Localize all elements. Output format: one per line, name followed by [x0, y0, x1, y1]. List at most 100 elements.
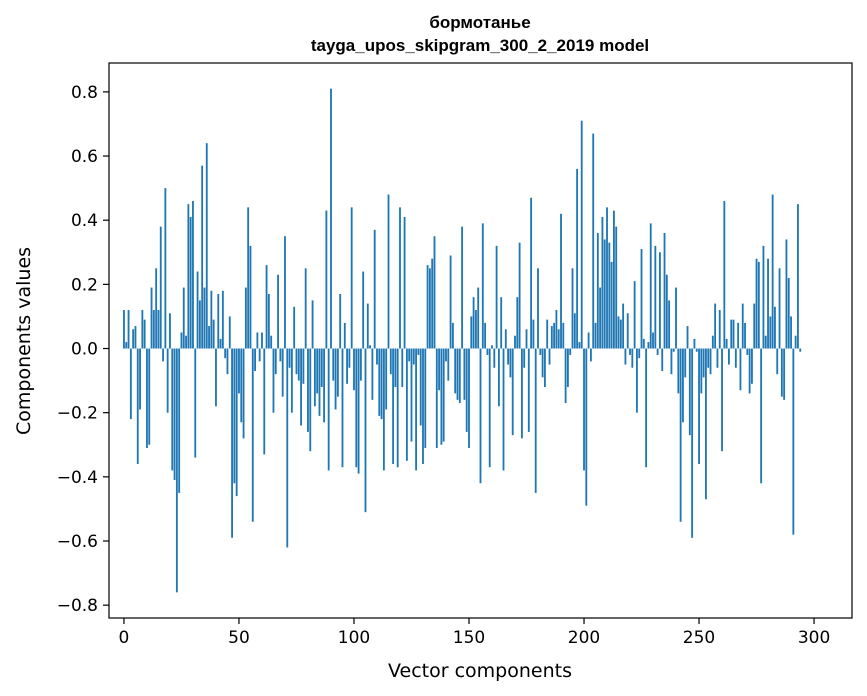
bar: [700, 348, 703, 394]
bar: [447, 348, 450, 381]
bar: [150, 287, 153, 349]
bar: [396, 348, 399, 468]
bar: [327, 348, 330, 471]
bar: [382, 348, 385, 471]
bar: [359, 348, 362, 381]
bar: [571, 268, 574, 349]
bar: [433, 236, 436, 349]
bar: [472, 297, 475, 349]
bar: [610, 261, 613, 349]
bar: [435, 348, 438, 448]
bar: [373, 229, 376, 349]
bar: [534, 348, 537, 493]
bar: [162, 348, 164, 362]
bar: [238, 348, 240, 394]
bar: [647, 342, 650, 349]
bar: [249, 245, 252, 349]
bar: [677, 348, 680, 394]
bar: [451, 322, 454, 349]
bar: [438, 348, 441, 391]
bar: [741, 303, 744, 349]
bar: [504, 329, 507, 349]
y-axis-label: Components values: [13, 247, 35, 435]
bar: [392, 348, 395, 465]
bar: [486, 348, 489, 355]
bar: [562, 322, 565, 349]
bar: [576, 168, 579, 349]
bar: [159, 226, 162, 349]
bar: [550, 326, 553, 349]
bar: [776, 348, 779, 375]
bar: [205, 143, 208, 349]
bar: [495, 245, 498, 349]
bar: [267, 293, 270, 349]
bar: [412, 348, 415, 365]
x-axis-ticks: 0 50 100 150 200 250 300: [119, 618, 830, 648]
chart-title: бормотанье: [429, 13, 530, 32]
y-tick-label: −0.8: [57, 596, 98, 616]
bar: [247, 207, 250, 349]
bar: [546, 319, 549, 349]
bar: [339, 293, 342, 349]
bar: [500, 297, 503, 349]
bar: [369, 345, 372, 349]
bar: [304, 268, 307, 349]
bar: [456, 348, 459, 400]
bar: [194, 348, 197, 458]
bar: [143, 319, 146, 349]
x-tick-label: 100: [338, 628, 370, 648]
bar: [148, 348, 151, 445]
bar: [769, 316, 772, 349]
bar: [748, 348, 751, 394]
x-tick-label: 50: [228, 628, 250, 648]
bar: [649, 223, 652, 349]
bar: [656, 348, 659, 355]
bar: [208, 326, 210, 349]
bar: [654, 245, 657, 349]
bar: [716, 348, 719, 368]
bar: [721, 348, 723, 452]
bar: [408, 348, 411, 362]
bar: [665, 274, 668, 349]
bar: [256, 332, 259, 349]
bar: [341, 348, 344, 468]
bar: [585, 348, 588, 506]
y-tick-label: 0.0: [71, 340, 98, 360]
plot-frame: [108, 62, 853, 619]
x-tick-label: 300: [798, 628, 830, 648]
bar: [362, 271, 365, 349]
bar: [203, 287, 206, 349]
bar: [753, 303, 756, 349]
bar: [587, 332, 590, 349]
bar: [624, 348, 627, 365]
bar: [465, 348, 468, 432]
bar: [320, 348, 323, 388]
bar: [787, 277, 790, 349]
bar: [675, 287, 677, 349]
bar: [187, 204, 190, 349]
bar: [224, 348, 227, 359]
bar: [217, 293, 220, 349]
bar: [334, 348, 337, 410]
bar: [343, 322, 346, 349]
bar: [481, 223, 484, 349]
bar: [794, 335, 797, 349]
bar: [325, 210, 328, 349]
bar: [682, 348, 684, 423]
bar: [767, 258, 769, 349]
bar: [155, 268, 158, 349]
bar: [560, 213, 562, 349]
bar: [589, 348, 592, 362]
bar: [751, 348, 753, 384]
bar: [132, 329, 135, 349]
bar: [129, 348, 132, 420]
bar: [385, 348, 388, 410]
bar: [348, 348, 351, 368]
bar: [640, 249, 643, 349]
bar: [688, 348, 691, 436]
y-tick-label: −0.4: [57, 468, 98, 488]
bar: [493, 348, 496, 368]
bar: [235, 348, 238, 497]
y-tick-label: 0.4: [71, 211, 98, 231]
